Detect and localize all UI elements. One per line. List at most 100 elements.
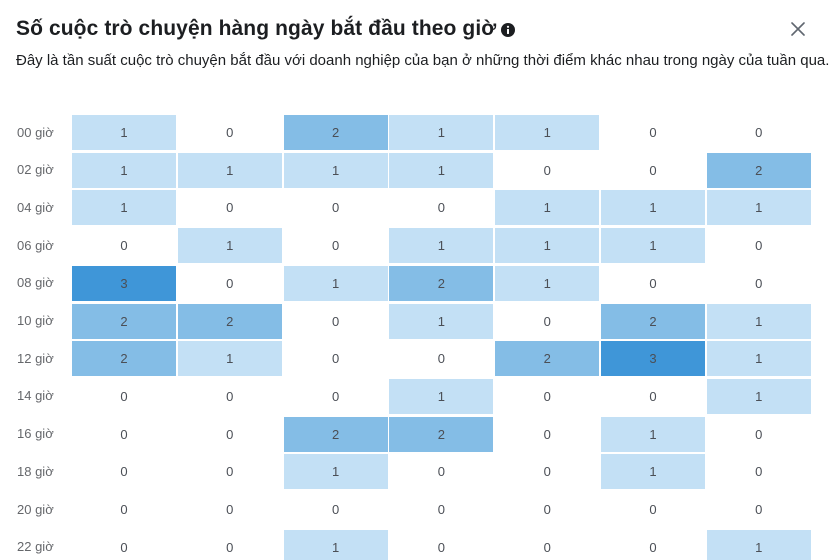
cell-value: 0 [755, 502, 763, 517]
heatmap-cell[interactable]: 0 [283, 228, 388, 264]
heatmap-cell[interactable]: 1 [495, 228, 600, 264]
heatmap-cell[interactable]: 1 [706, 190, 811, 226]
heatmap-cell[interactable]: 0 [601, 152, 705, 188]
heatmap-cell[interactable]: 0 [177, 416, 282, 452]
cell-value: 0 [543, 388, 551, 404]
heatmap-cell[interactable]: 1 [389, 115, 494, 150]
heatmap-cell[interactable]: 0 [495, 492, 600, 527]
heatmap-cell[interactable]: 1 [72, 152, 176, 188]
heatmap-cell[interactable]: 0 [389, 529, 494, 560]
info-icon[interactable] [501, 22, 516, 37]
heatmap-cell[interactable]: 0 [601, 265, 705, 301]
heatmap-cell[interactable]: 0 [495, 152, 600, 188]
heatmap-cell[interactable]: 1 [706, 303, 811, 339]
heatmap-cell[interactable]: 0 [72, 378, 176, 414]
heatmap-cell[interactable]: 2 [389, 265, 494, 301]
heatmap-cell[interactable]: 0 [177, 454, 282, 490]
heatmap-cell[interactable]: 2 [72, 341, 176, 377]
heatmap-cell[interactable]: 0 [72, 228, 176, 264]
heatmap-cell[interactable]: 1 [495, 115, 600, 150]
heatmap-cell[interactable]: 0 [706, 265, 811, 301]
heatmap-cell[interactable]: 0 [706, 228, 811, 264]
heatmap-cell[interactable]: 1 [706, 529, 811, 560]
heatmap-cell[interactable]: 0 [283, 378, 388, 414]
heatmap-cell[interactable]: 1 [495, 190, 600, 226]
heatmap-cell[interactable]: 1 [495, 265, 600, 301]
chart-title: Số cuộc trò chuyện hàng ngày bắt đầu the… [16, 17, 497, 40]
heatmap-cell[interactable]: 0 [389, 454, 494, 490]
heatmap-cell[interactable]: 0 [72, 416, 176, 452]
heatmap-cell[interactable]: 3 [601, 341, 705, 377]
heatmap-cell[interactable]: 0 [706, 115, 811, 150]
heatmap-cell[interactable]: 1 [283, 529, 388, 560]
cell-value: 0 [120, 539, 128, 555]
heatmap-cell[interactable]: 1 [389, 303, 494, 339]
heatmap-cell[interactable]: 2 [389, 416, 494, 452]
heatmap-cell[interactable]: 0 [389, 492, 494, 527]
heatmap-cell[interactable]: 1 [283, 265, 388, 301]
heatmap-cell[interactable]: 1 [177, 152, 282, 188]
heatmap-cell[interactable]: 0 [706, 416, 811, 452]
heatmap-cell[interactable]: 0 [601, 378, 705, 414]
heatmap-cell[interactable]: 1 [601, 190, 705, 226]
heatmap-cell[interactable]: 1 [601, 228, 705, 264]
heatmap-cell[interactable]: 2 [72, 303, 176, 339]
heatmap-cell[interactable]: 0 [177, 529, 282, 560]
heatmap-cell[interactable]: 2 [283, 416, 388, 452]
cell-value: 1 [120, 200, 128, 216]
heatmap-cell[interactable]: 0 [72, 492, 176, 527]
heatmap-cell[interactable]: 2 [706, 152, 811, 188]
heatmap-cell[interactable]: 3 [72, 265, 176, 301]
heatmap-cell[interactable]: 0 [72, 529, 176, 560]
cell-value: 1 [120, 125, 128, 140]
heatmap-cell[interactable]: 0 [601, 115, 705, 150]
heatmap-cell[interactable]: 0 [177, 492, 282, 527]
heatmap-cell[interactable]: 1 [389, 152, 494, 188]
heatmap-cell[interactable]: 1 [283, 152, 388, 188]
heatmap-cell[interactable]: 2 [495, 341, 600, 377]
cell-value: 1 [649, 200, 657, 216]
heatmap-cell[interactable]: 0 [601, 492, 705, 527]
heatmap-cell[interactable]: 0 [706, 492, 811, 527]
chart-subtitle: Đây là tần suất cuộc trò chuyện bắt đầu … [16, 52, 830, 69]
heatmap-cell[interactable]: 0 [389, 190, 494, 226]
heatmap-cell[interactable]: 0 [177, 190, 282, 226]
heatmap-cell[interactable]: 0 [495, 529, 600, 560]
heatmap-cell[interactable]: 0 [283, 190, 388, 226]
heatmap-cell[interactable]: 0 [601, 529, 705, 560]
heatmap-cell[interactable]: 1 [283, 454, 388, 490]
heatmap-cell[interactable]: 0 [177, 378, 282, 414]
heatmap-cell[interactable]: 2 [601, 303, 705, 339]
heatmap-cell[interactable]: 0 [495, 303, 600, 339]
cell-value: 1 [543, 238, 551, 254]
heatmap-cell[interactable]: 0 [72, 454, 176, 490]
heatmap-cell[interactable]: 0 [283, 303, 388, 339]
heatmap-cell[interactable]: 0 [495, 416, 600, 452]
heatmap-cell[interactable]: 0 [177, 265, 282, 301]
cell-value: 0 [120, 426, 128, 442]
heatmap-cell[interactable]: 0 [283, 492, 388, 527]
heatmap-cell[interactable]: 0 [177, 115, 282, 150]
heatmap-cell[interactable]: 1 [177, 228, 282, 264]
heatmap-cell[interactable]: 1 [601, 416, 705, 452]
heatmap-cell[interactable]: 1 [389, 228, 494, 264]
heatmap-cell[interactable]: 0 [283, 341, 388, 377]
heatmap-cell[interactable]: 1 [601, 454, 705, 490]
heatmap-cell[interactable]: 0 [495, 454, 600, 490]
heatmap-cell[interactable]: 1 [706, 341, 811, 377]
heatmap-cell[interactable]: 2 [177, 303, 282, 339]
heatmap-cell[interactable]: 0 [706, 454, 811, 490]
heatmap-cell[interactable]: 1 [177, 341, 282, 377]
heatmap-cell[interactable]: 1 [706, 378, 811, 414]
cell-value: 1 [120, 162, 128, 178]
cell-value: 0 [755, 464, 763, 480]
heatmap-cell[interactable]: 0 [389, 341, 494, 377]
heatmap-cell[interactable]: 1 [389, 378, 494, 414]
heatmap-cell[interactable]: 1 [72, 190, 176, 226]
close-button[interactable] [785, 16, 811, 42]
cell-value: 0 [649, 502, 657, 517]
heatmap-cell[interactable]: 1 [72, 115, 176, 150]
heatmap-cell[interactable]: 2 [283, 115, 388, 150]
row-label: 20 giờ [17, 501, 54, 517]
heatmap-cell[interactable]: 0 [495, 378, 600, 414]
